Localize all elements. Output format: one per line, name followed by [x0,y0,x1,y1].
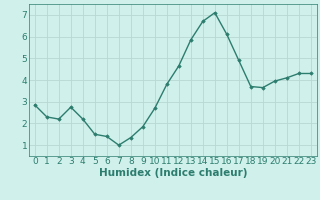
X-axis label: Humidex (Indice chaleur): Humidex (Indice chaleur) [99,168,247,178]
